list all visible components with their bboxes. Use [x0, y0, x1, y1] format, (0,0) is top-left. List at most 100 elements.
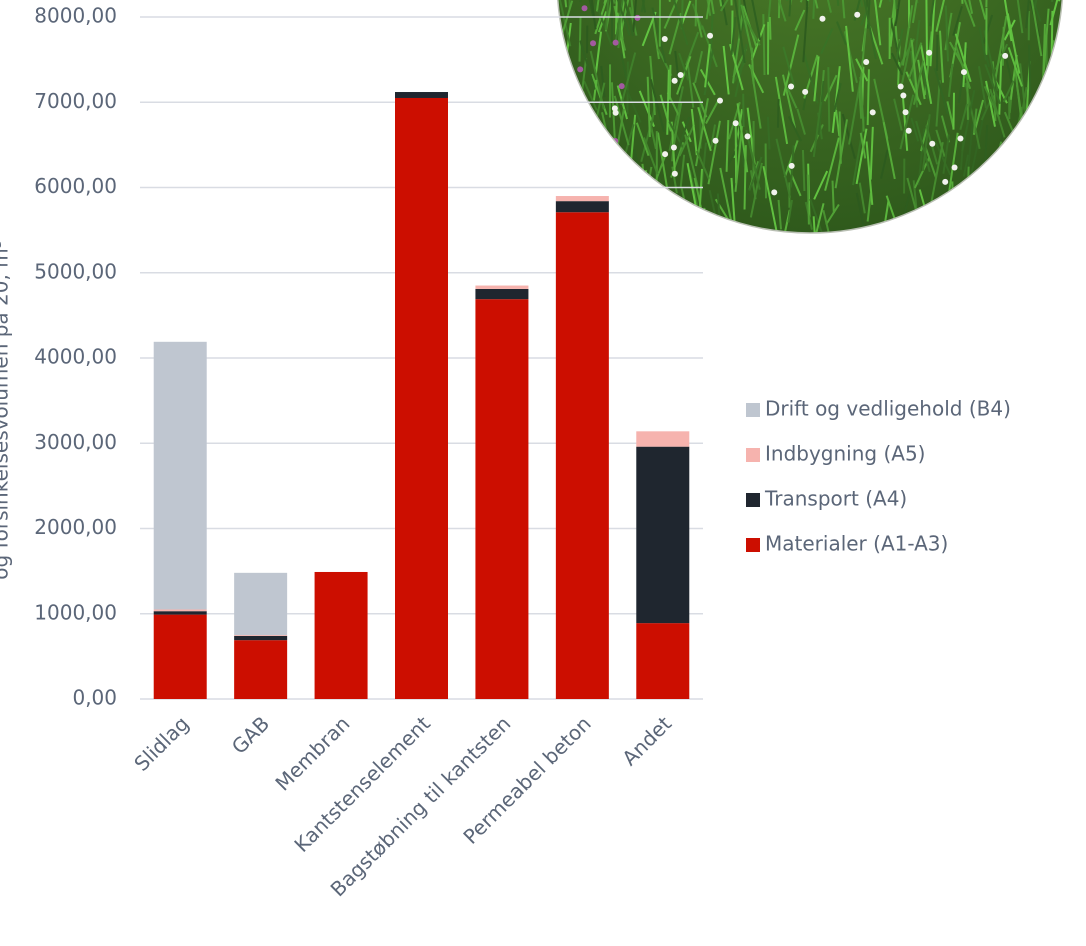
y-tick-label: 1000,00: [34, 600, 117, 624]
grass-blade: [890, 52, 904, 76]
grass-blade: [983, 85, 1000, 119]
flower: [900, 92, 907, 99]
grass-blade: [812, 0, 818, 19]
grass-blade: [580, 135, 585, 179]
flower: [929, 140, 936, 147]
grass-blade: [820, 28, 834, 55]
flower: [732, 120, 739, 127]
x-tick-label: Andet: [617, 711, 676, 770]
grass-blade: [643, 137, 659, 175]
grass-blade: [640, 170, 648, 209]
grass-blade: [806, 174, 810, 225]
grass-blade: [938, 30, 945, 83]
flower: [712, 137, 719, 144]
flower: [577, 66, 584, 73]
grass-blade: [952, 196, 964, 222]
grass-blade: [656, 132, 668, 188]
grass-blade: [862, 0, 877, 59]
legend-swatch: [746, 403, 760, 417]
bar-segment: [395, 92, 448, 98]
grass-blade: [552, 37, 554, 86]
bar-segment: [636, 623, 690, 699]
grass-blade: [1028, 103, 1040, 125]
grass-blade: [1019, 168, 1023, 193]
grass-blade: [1028, 44, 1032, 109]
grass-blade: [731, 14, 744, 84]
flower: [802, 88, 809, 95]
grass-blade: [924, 147, 938, 179]
grass-blade: [996, 205, 1007, 233]
grass-blade: [686, 163, 698, 210]
grass-blade: [557, 49, 565, 97]
legend-swatch: [746, 538, 760, 552]
grass-blade: [910, 39, 919, 101]
grass-blade: [1067, 12, 1069, 52]
grass-blade: [1060, 40, 1063, 64]
flower: [716, 97, 723, 104]
grass-blade: [812, 101, 822, 158]
grass-blade: [592, 79, 598, 101]
grass-blade: [595, 0, 604, 12]
flower: [819, 15, 826, 22]
grass-blade: [972, 108, 978, 134]
bar-segment: [234, 640, 288, 699]
grass-blade: [697, 106, 712, 152]
grass-blade: [1009, 54, 1018, 100]
grass-blade: [998, 53, 1003, 115]
grass-blade: [928, 0, 940, 27]
grass-blade: [836, 21, 847, 45]
grass-blade: [592, 0, 609, 15]
grass-blade: [707, 120, 721, 185]
grass-blade: [952, 92, 956, 130]
grass-blade: [646, 76, 651, 138]
grass-blade: [600, 65, 606, 98]
photo: [552, 0, 1070, 233]
grass-blade: [1034, 142, 1038, 184]
grass-blade: [910, 117, 920, 142]
grass-blade: [678, 52, 690, 81]
grass-blade: [962, 154, 970, 177]
legend-swatch: [746, 493, 760, 507]
grass-blade: [565, 94, 580, 121]
grass-blade: [858, 92, 863, 119]
grass-blade: [557, 78, 569, 130]
grass-blade: [1025, 0, 1033, 29]
flower: [670, 144, 677, 151]
grass-blade: [635, 122, 650, 157]
grass-blade: [620, 52, 637, 106]
grass-blade: [620, 53, 628, 80]
grass-blade: [782, 34, 800, 96]
grass-blade: [935, 80, 941, 127]
grass-blade: [671, 166, 678, 194]
bar-segment: [395, 97, 448, 700]
grass-blade: [885, 195, 897, 221]
grass-blade: [1015, 0, 1024, 34]
grass-blade: [941, 190, 952, 233]
legend-label: Drift og vedligehold (B4): [765, 397, 1011, 421]
grass-blade: [952, 6, 963, 36]
grass-blade: [1052, 40, 1063, 101]
flower: [957, 135, 964, 142]
grass-blade: [578, 131, 591, 160]
grass-blade: [783, 140, 799, 178]
grass-blade: [917, 59, 926, 100]
grass-blade: [867, 0, 872, 23]
grass-blade: [743, 145, 747, 210]
grass-blade: [889, 0, 898, 47]
grass-blade: [575, 105, 589, 140]
grass-blade: [868, 26, 884, 65]
flower: [863, 59, 870, 66]
flower: [661, 36, 668, 43]
grass-blade: [1065, 130, 1070, 158]
grass-blade: [738, 0, 748, 36]
grass-blade: [959, 135, 965, 170]
grass-blade: [745, 129, 761, 190]
grass-blade: [978, 27, 987, 61]
grass-blade: [586, 0, 595, 17]
grass-blade: [969, 111, 986, 178]
grass-blade: [768, 16, 772, 40]
grass-blade: [738, 125, 746, 168]
y-tick-label: 8000,00: [34, 4, 117, 28]
grass-blade: [774, 76, 789, 145]
